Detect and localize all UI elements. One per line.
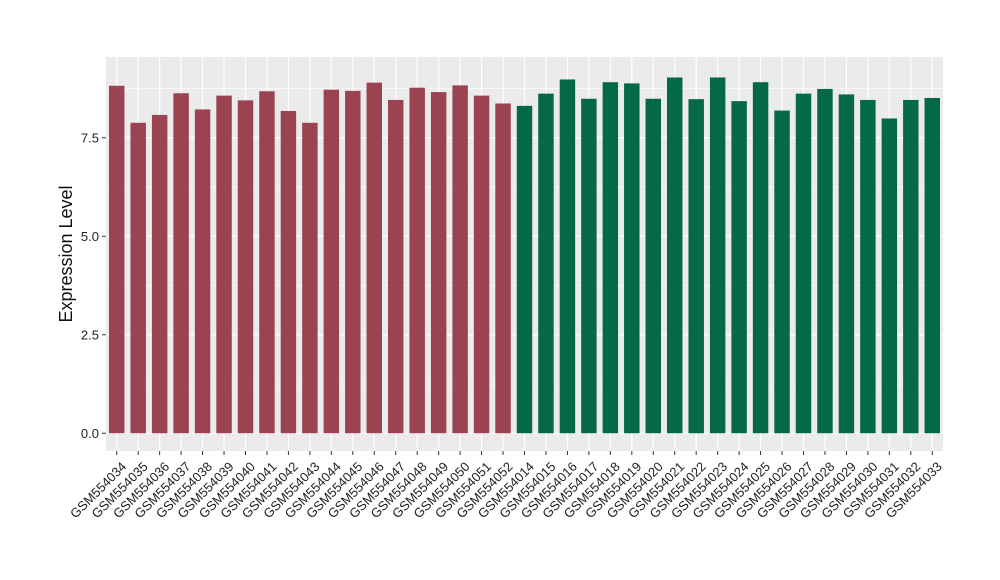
bar [688,99,704,434]
bar [709,77,726,434]
y-axis-title: Expression Level [56,185,76,322]
y-tick-label: 0.0 [81,426,99,441]
bar [130,122,146,434]
bar [538,93,554,434]
y-tick-label: 5.0 [81,229,99,244]
bar [452,85,468,434]
bar [752,82,769,434]
y-tick-label: 7.5 [81,130,99,145]
bar [323,89,340,434]
bar [259,91,275,434]
bar [881,118,898,434]
bar [624,83,640,434]
bar [302,122,318,434]
bar [216,95,232,434]
x-axis: GSM554034GSM554035GSM554036GSM554037GSM5… [67,451,945,521]
bar [667,77,683,434]
bar [109,85,125,434]
bar [237,100,254,434]
bar [388,99,404,434]
bar [559,79,576,434]
y-axis: 0.0 2.5 5.0 7.5 [81,130,106,441]
bar [602,82,619,434]
bar [345,90,361,434]
y-tick-label: 2.5 [81,327,99,342]
bar [838,94,855,434]
bar [473,95,490,434]
bar [409,87,425,434]
bar [194,109,211,434]
bar [173,93,189,434]
bar [924,97,940,434]
bar [817,88,833,434]
bar [795,93,812,434]
bars [109,77,940,434]
bar [430,92,447,434]
bar [731,101,747,434]
bar [774,110,790,434]
bar [366,82,382,434]
bar [903,99,919,434]
bar [151,114,168,434]
bar [581,98,597,434]
bar [645,98,661,434]
bar [860,99,876,434]
bar [280,110,297,434]
bar [516,105,533,434]
bar [495,103,511,434]
